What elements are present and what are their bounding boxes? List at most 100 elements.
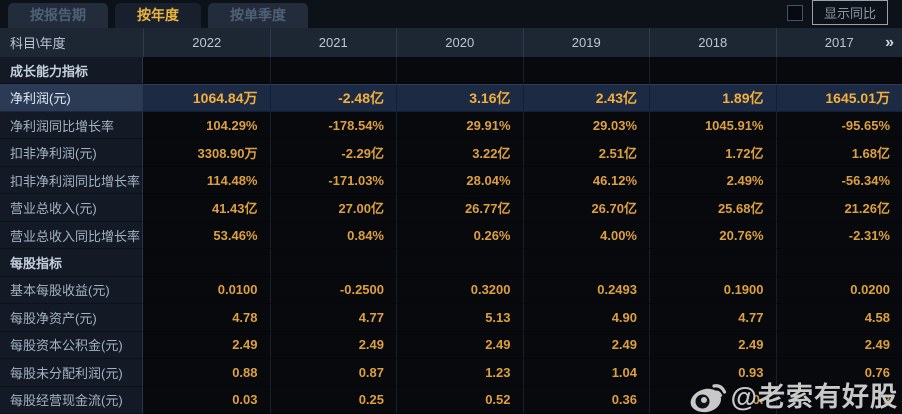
cell: 1.68亿	[775, 139, 902, 167]
cell: 2.49%	[649, 166, 776, 195]
row-label: 基本每股收益(元)	[0, 276, 143, 305]
row-label: 每股未分配利润(元)	[0, 359, 143, 387]
cell: 27.00亿	[269, 194, 396, 222]
row-label: 净利润(元)	[0, 84, 143, 112]
show-yoy-control: 显示同比	[786, 0, 888, 25]
cell: 2.49	[396, 331, 523, 360]
cell: 0.52	[396, 386, 523, 414]
cell	[775, 249, 902, 277]
cell: -171.03%	[269, 166, 396, 195]
cell: 20.76%	[649, 221, 776, 250]
year-header-2018: 2018	[649, 28, 776, 57]
row-label: 营业总收入(元)	[0, 194, 143, 222]
cell: 21.26亿	[775, 194, 902, 222]
table-row-total-revenue: 营业总收入(元) 41.43亿 27.00亿 26.77亿 26.70亿 25.…	[0, 194, 902, 222]
cell: 1045.91%	[649, 111, 776, 140]
row-label: 扣非净利润(元)	[0, 139, 143, 167]
cell	[775, 57, 902, 85]
cell: 2.49	[522, 331, 649, 360]
table-row-basic-eps: 基本每股收益(元) 0.0100 -0.2500 0.3200 0.2493 0…	[0, 276, 902, 305]
year-header-2020: 2020	[396, 28, 523, 57]
show-yoy-checkbox[interactable]	[786, 4, 803, 21]
cell: 0.87	[269, 359, 396, 387]
cell: 0.76	[775, 359, 902, 387]
cell: 114.48%	[143, 166, 270, 195]
table-body: 成长能力指标 净利润(元) 1064.84万 -2.48亿 3.16亿 2.43…	[0, 57, 902, 414]
tab-by-year[interactable]: 按年度	[115, 3, 201, 28]
cell: 0.25	[269, 386, 396, 414]
cell	[649, 249, 776, 277]
cell	[649, 57, 776, 85]
cell	[269, 249, 396, 277]
tab-by-quarter[interactable]: 按单季度	[208, 3, 308, 28]
cell: 25.68亿	[649, 194, 776, 222]
row-label: 净利润同比增长率	[0, 111, 143, 140]
corner-header: 科目\年度	[10, 36, 66, 51]
cell	[143, 249, 270, 277]
tab-by-report-period[interactable]: 按报告期	[8, 3, 108, 28]
cell: 4.00%	[522, 221, 649, 250]
cell: 46.12%	[522, 166, 649, 195]
cell: 4.90	[522, 304, 649, 332]
cell: -95.65%	[775, 111, 902, 140]
table-row-total-revenue-yoy: 营业总收入同比增长率 53.46% 0.84% 0.26% 4.00% 20.7…	[0, 221, 902, 250]
cell: 1064.84万	[143, 84, 270, 112]
cell: 3.22亿	[396, 139, 523, 167]
cell: 1.04	[522, 359, 649, 387]
row-label: 每股资本公积金(元)	[0, 331, 143, 360]
cell: -2.31%	[775, 221, 902, 250]
row-label: 每股经营现金流(元)	[0, 386, 143, 414]
cell	[396, 249, 523, 277]
row-label: 营业总收入同比增长率	[0, 221, 143, 250]
year-header-2019: 2019	[522, 28, 650, 57]
year-header-2017-label: 2017	[824, 35, 854, 50]
cell: 0.2493	[522, 276, 649, 305]
period-tabbar: 按报告期 按年度 按单季度 显示同比	[0, 0, 902, 28]
row-label: 成长能力指标	[0, 57, 143, 85]
cell: 28.04%	[396, 166, 523, 195]
cell: 2.43亿	[522, 84, 649, 112]
cell	[269, 57, 396, 85]
cell: 41.43亿	[143, 194, 270, 222]
table-row-deducted-net-profit-yoy: 扣非净利润同比增长率 114.48% -171.03% 28.04% 46.12…	[0, 166, 902, 195]
cell: 4.78	[143, 304, 270, 332]
cell: 1.89亿	[649, 84, 776, 112]
cell: 0.03	[143, 386, 270, 414]
cell: 4.77	[269, 304, 396, 332]
cell: 4.58	[775, 304, 902, 332]
cell: 0.	[649, 386, 776, 414]
cell: 2.51亿	[522, 139, 649, 167]
cell: -56.34%	[775, 166, 902, 195]
cell: 104.29%	[143, 111, 270, 140]
cell: 29.03%	[522, 111, 649, 140]
table-row-undistributed-profit-per-share: 每股未分配利润(元) 0.88 0.87 1.23 1.04 0.93 0.76	[0, 359, 902, 387]
cell: 26.70亿	[522, 194, 649, 222]
cell: -2.48亿	[269, 84, 396, 112]
cell: 0.1900	[649, 276, 776, 305]
cell	[396, 57, 523, 85]
table-header-row: 科目\年度 2022 2021 2020 2019 2018 2017 »	[0, 28, 902, 57]
cell: 3308.90万	[143, 139, 270, 167]
cell: 0.3200	[396, 276, 523, 305]
cell: 29.91%	[396, 111, 523, 140]
cell: 1645.01万	[775, 84, 902, 112]
cell: 0.84%	[269, 221, 396, 250]
cell: 0.88	[143, 359, 270, 387]
table-row-per-share-section: 每股指标	[0, 249, 902, 277]
cell	[522, 57, 649, 85]
cell: 3.16亿	[396, 84, 523, 112]
more-years-icon[interactable]: »	[885, 33, 894, 51]
cell: 2.49	[269, 331, 396, 360]
row-label: 每股指标	[0, 249, 143, 277]
year-header-2017: 2017 »	[775, 28, 902, 57]
cell: -0.2500	[269, 276, 396, 305]
cell	[143, 57, 270, 85]
cell: -2.29亿	[269, 139, 396, 167]
cell: 0.26%	[396, 221, 523, 250]
table-row-capital-reserve-per-share: 每股资本公积金(元) 2.49 2.49 2.49 2.49 2.49 2.49	[0, 331, 902, 360]
show-yoy-label[interactable]: 显示同比	[811, 0, 888, 25]
cell: -178.54%	[269, 111, 396, 140]
table-row-net-assets-per-share: 每股净资产(元) 4.78 4.77 5.13 4.90 4.77 4.58	[0, 304, 902, 332]
cell: 53.46%	[143, 221, 270, 250]
